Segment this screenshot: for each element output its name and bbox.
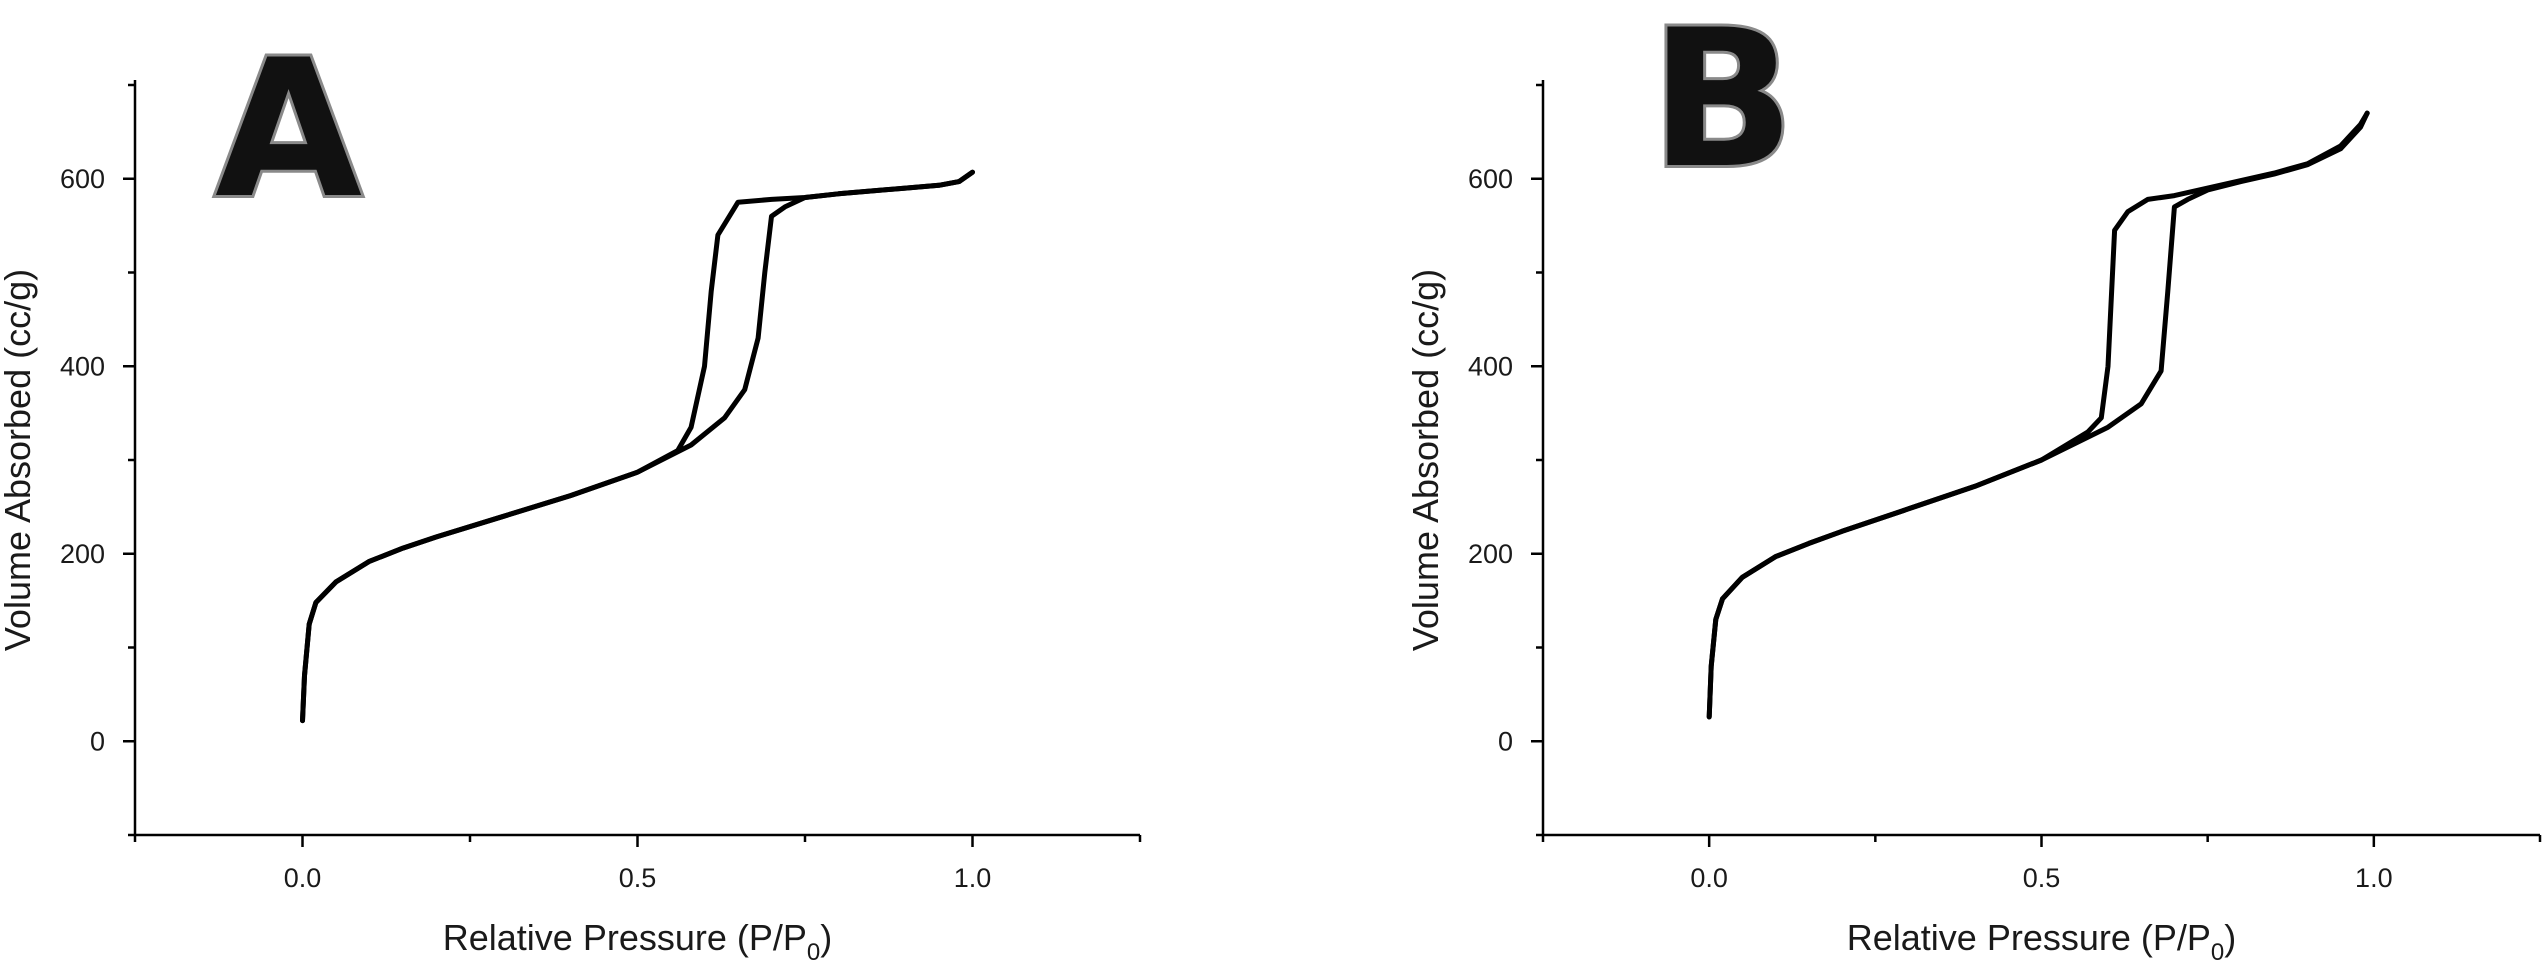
x-tick-label: 0.0 [284,863,322,893]
series-adsorption-line [1706,110,2370,720]
y-axis-title: Volume Absorbed (cc/g) [1405,269,1446,651]
y-tick-label: 600 [60,164,105,194]
y-tick-label: 600 [1468,164,1513,194]
x-axis-title-subscript: 0 [2211,939,2224,960]
y-tick-label: 400 [60,351,105,381]
series-desorption-line [1706,110,2370,720]
x-tick-label: 1.0 [2355,863,2393,893]
x-axis-title-close: ) [2224,917,2236,958]
y-tick-label: 400 [1468,351,1513,381]
y-axis-title: Volume Absorbed (cc/g) [0,269,38,651]
x-tick-label: 1.0 [954,863,992,893]
x-axis-title-close: ) [820,917,832,958]
y-tick-label: 200 [1468,539,1513,569]
y-tick-label: 200 [60,539,105,569]
x-axis-title: Relative Pressure (P/P0) [1847,917,2237,960]
x-tick-label: 0.5 [2023,863,2061,893]
y-tick-label: 0 [90,726,105,756]
x-axis-title-main: Relative Pressure (P/P [443,917,807,958]
panel-letter: A [215,19,362,240]
x-tick-label: 0.0 [1690,863,1728,893]
y-tick-label: 0 [1498,726,1513,756]
x-axis-title-main: Relative Pressure (P/P [1847,917,2211,958]
x-axis-title-subscript: 0 [807,939,820,960]
series-desorption-line [300,169,975,724]
x-axis-title: Relative Pressure (P/P0) [443,917,833,960]
panel-a: 0 200 400 600 0.0 0.5 1.0 Relative Pressure (P/… [0,16,1142,960]
panel-b: 0 200 400 600 0.0 0.5 1.0 Relative Pressure (P/… [1405,0,2542,960]
x-tick-label: 0.5 [619,863,657,893]
series-adsorption-line [300,169,975,724]
panel-letter: B [1650,0,1795,210]
